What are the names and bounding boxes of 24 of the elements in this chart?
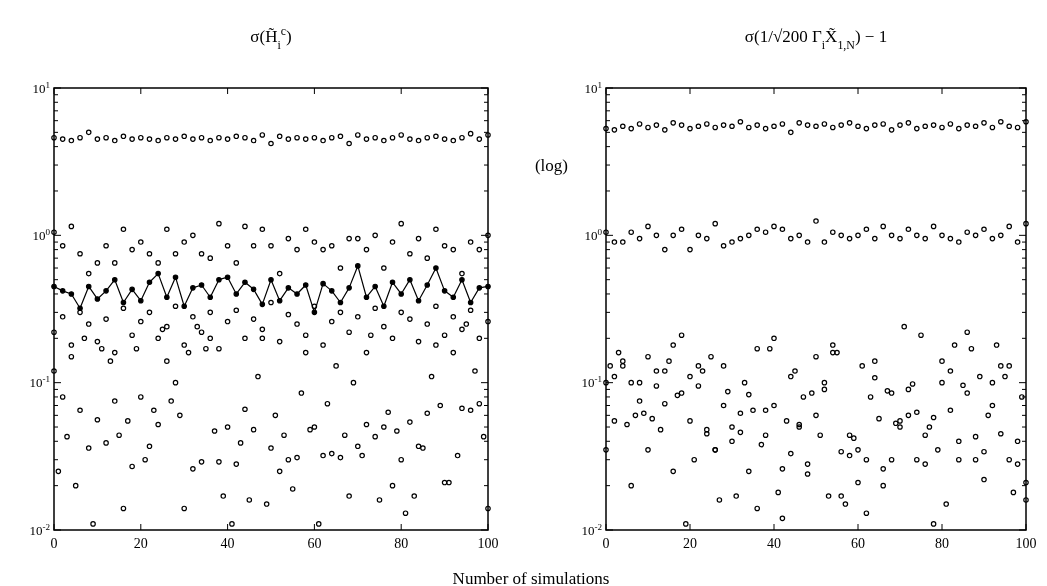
chart-title: σ(1/√200 Γ$_{i}$X̃$_{1,N}$) − 1 (744, 27, 888, 52)
y-tick-label: 10$^{-1}$ (29, 374, 50, 391)
y-tick-label: 10$^{0}$ (584, 226, 603, 243)
x-tick-label: 0 (50, 536, 58, 551)
y-tick-label: 10$^{-2}$ (29, 521, 51, 538)
x-tick-label: 40 (767, 536, 781, 551)
x-tick-label: 80 (935, 536, 949, 551)
x-tick-label: 100 (477, 536, 499, 551)
x-tick-label: 80 (394, 536, 409, 551)
y-tick-label: 10$^{0}$ (32, 226, 51, 243)
y-tick-label: 10$^{-2}$ (581, 521, 603, 538)
x-tick-label: 20 (683, 536, 697, 551)
x-tick-label: 20 (133, 536, 148, 551)
y-axis-title: (log) (534, 155, 568, 175)
y-tick-label: 10$^{1}$ (584, 79, 602, 96)
x-tick-label: 40 (220, 536, 235, 551)
chart-title: σ(H̃$_{i}$$^{c}$) (250, 24, 292, 52)
x-tick-label: 100 (1015, 536, 1037, 551)
x-tick-label: 0 (602, 536, 610, 551)
y-tick-label: 10$^{1}$ (32, 79, 50, 96)
x-axis-title: Number of simulations (452, 569, 610, 586)
x-tick-label: 60 (307, 536, 322, 551)
x-tick-label: 60 (851, 536, 865, 551)
y-tick-label: 10$^{-1}$ (581, 374, 602, 391)
